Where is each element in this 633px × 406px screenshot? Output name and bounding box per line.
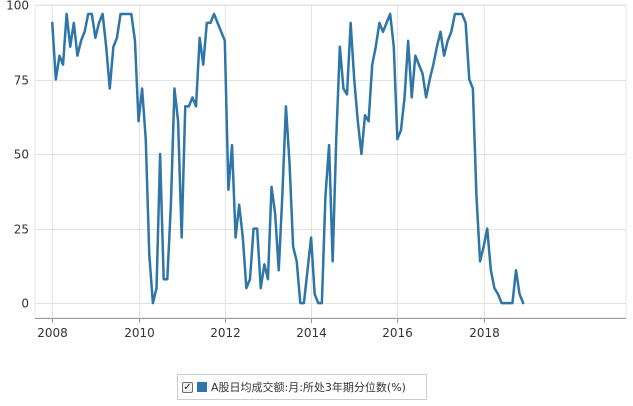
y-tick-label: 50 — [14, 148, 29, 162]
y-tick-label: 75 — [14, 74, 29, 88]
x-tick-label: 2008 — [37, 326, 68, 340]
x-tick-label: 2018 — [469, 326, 500, 340]
series-line — [51, 12, 525, 305]
y-tick-label: 100 — [6, 0, 29, 13]
y-tick-label: 25 — [14, 223, 29, 237]
legend[interactable]: ✓ A股日均成交额:月:所处3年期分位数(%) — [177, 374, 427, 400]
series-group — [51, 12, 525, 305]
x-tick-label: 2014 — [296, 326, 327, 340]
x-tick-label: 2012 — [210, 326, 241, 340]
y-tick-label: 0 — [21, 297, 29, 311]
x-tick-label: 2016 — [382, 326, 413, 340]
legend-swatch — [197, 382, 207, 392]
legend-checkbox[interactable]: ✓ — [182, 381, 193, 393]
axes — [35, 318, 626, 323]
legend-label: A股日均成交额:月:所处3年期分位数(%) — [211, 381, 406, 394]
y-axis-ticks: 0 25 50 75 100 — [6, 0, 29, 311]
x-axis-ticks: 2008 2010 2012 2014 2016 2018 — [37, 326, 500, 340]
x-tick-label: 2010 — [124, 326, 155, 340]
